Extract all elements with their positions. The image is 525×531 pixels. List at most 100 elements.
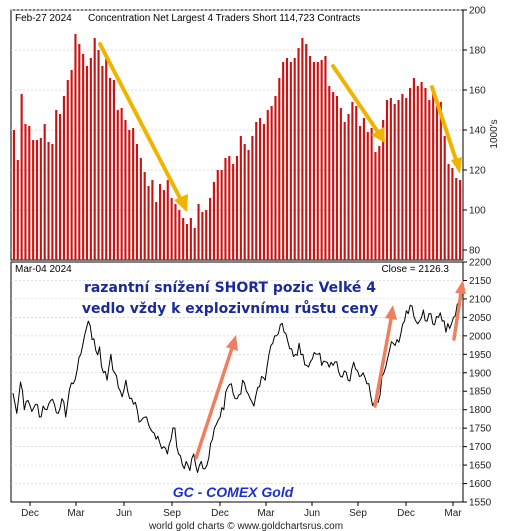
bar [39, 138, 42, 260]
bottom-y-tick-label: 1600 [469, 479, 492, 490]
bar [259, 118, 262, 260]
bar [370, 128, 373, 260]
bottom-y-tick-label: 1800 [469, 405, 492, 416]
bar [62, 96, 65, 260]
bar [182, 218, 185, 260]
bar [24, 124, 27, 260]
bar [178, 210, 181, 260]
bar [424, 88, 427, 260]
bar [293, 58, 296, 260]
bar [209, 198, 212, 260]
bar [170, 198, 173, 260]
bar [197, 204, 200, 260]
x-tick-label: Sep [163, 508, 181, 519]
bar [151, 180, 154, 260]
bar [28, 126, 31, 260]
bar [401, 94, 404, 260]
bar [362, 118, 365, 260]
bar [232, 164, 235, 260]
bottom-y-tick-label: 2200 [469, 258, 492, 269]
top-y-ticks: 80 100 120 140 160 180 200 [463, 6, 486, 257]
bar [328, 86, 331, 260]
bar [16, 160, 19, 260]
bottom-y-tick-label: 1550 [469, 498, 492, 509]
bar [174, 204, 177, 260]
top-y-tick-label: 100 [469, 206, 486, 217]
bar [435, 100, 439, 260]
arrow-down-1 [98, 42, 188, 212]
bar [116, 110, 119, 260]
bottom-y-tick-label: 1700 [469, 442, 492, 453]
bottom-y-tick-label: 2100 [469, 294, 492, 305]
bottom-y-tick-label: 2150 [469, 276, 492, 287]
bar [224, 158, 227, 260]
bar [312, 62, 315, 260]
bar [459, 180, 462, 260]
bar [347, 114, 350, 260]
bar [439, 102, 442, 260]
bar [189, 218, 192, 260]
top-y-tick-label: 160 [469, 86, 486, 97]
x-tick-label: Jun [304, 508, 320, 519]
arrow-down-3 [430, 85, 462, 174]
x-tick-label: Mar [444, 508, 462, 519]
bar [205, 210, 208, 260]
bar [447, 164, 450, 260]
bar [389, 98, 392, 260]
bar [255, 122, 258, 260]
x-tick-label: Dec [397, 508, 415, 519]
bar [47, 142, 50, 260]
arrow-down-2 [331, 64, 385, 143]
bar [101, 66, 104, 260]
bar [128, 130, 131, 260]
bar [93, 38, 96, 260]
arrows-top [98, 42, 462, 212]
bar [20, 94, 23, 260]
bar [266, 110, 269, 260]
bar [378, 146, 381, 260]
bar [451, 168, 454, 260]
gc-series-label: GC - COMEX Gold [173, 484, 294, 500]
bar [355, 106, 358, 260]
bar [239, 136, 242, 260]
bar [109, 78, 112, 260]
bar [382, 120, 385, 260]
bar [120, 108, 123, 260]
bottom-panel-frame [10, 261, 464, 503]
bar [51, 144, 54, 260]
bottom-date-label: Mar-04 2024 [15, 264, 72, 275]
bar [185, 224, 189, 260]
bar [289, 62, 292, 260]
bar [89, 58, 92, 260]
top-chart-title: Concentration Net Largest 4 Traders Shor… [88, 13, 360, 24]
bottom-y-tick-label: 2000 [469, 331, 492, 342]
arrows-bottom [194, 280, 466, 460]
x-tick-label: Mar [257, 508, 275, 519]
bottom-y-ticks: 1550 1600 1650 1700 1750 1800 1850 1900 1950 2000… [463, 258, 492, 509]
bottom-y-tick-label: 1850 [469, 387, 492, 398]
footer-credit: world gold charts © www.goldchartsrus.co… [148, 521, 343, 531]
bar [343, 122, 346, 260]
bar [135, 144, 139, 260]
x-tick-label: Mar [67, 508, 85, 519]
bar [235, 156, 239, 260]
bar [105, 54, 108, 260]
bar [397, 100, 400, 260]
bar [270, 106, 273, 260]
bottom-y-tick-label: 1650 [469, 461, 492, 472]
bar [97, 50, 100, 260]
bar [316, 62, 319, 260]
bar [243, 144, 246, 260]
bar [212, 182, 215, 260]
bar [74, 34, 77, 260]
bar [43, 124, 46, 260]
bar [309, 56, 312, 260]
bar [324, 56, 327, 260]
bar [55, 110, 58, 260]
bar [59, 114, 62, 260]
price-group [12, 289, 462, 473]
bar [282, 62, 285, 260]
close-label: Close = 2126.3 [381, 264, 449, 275]
bar [251, 136, 254, 260]
